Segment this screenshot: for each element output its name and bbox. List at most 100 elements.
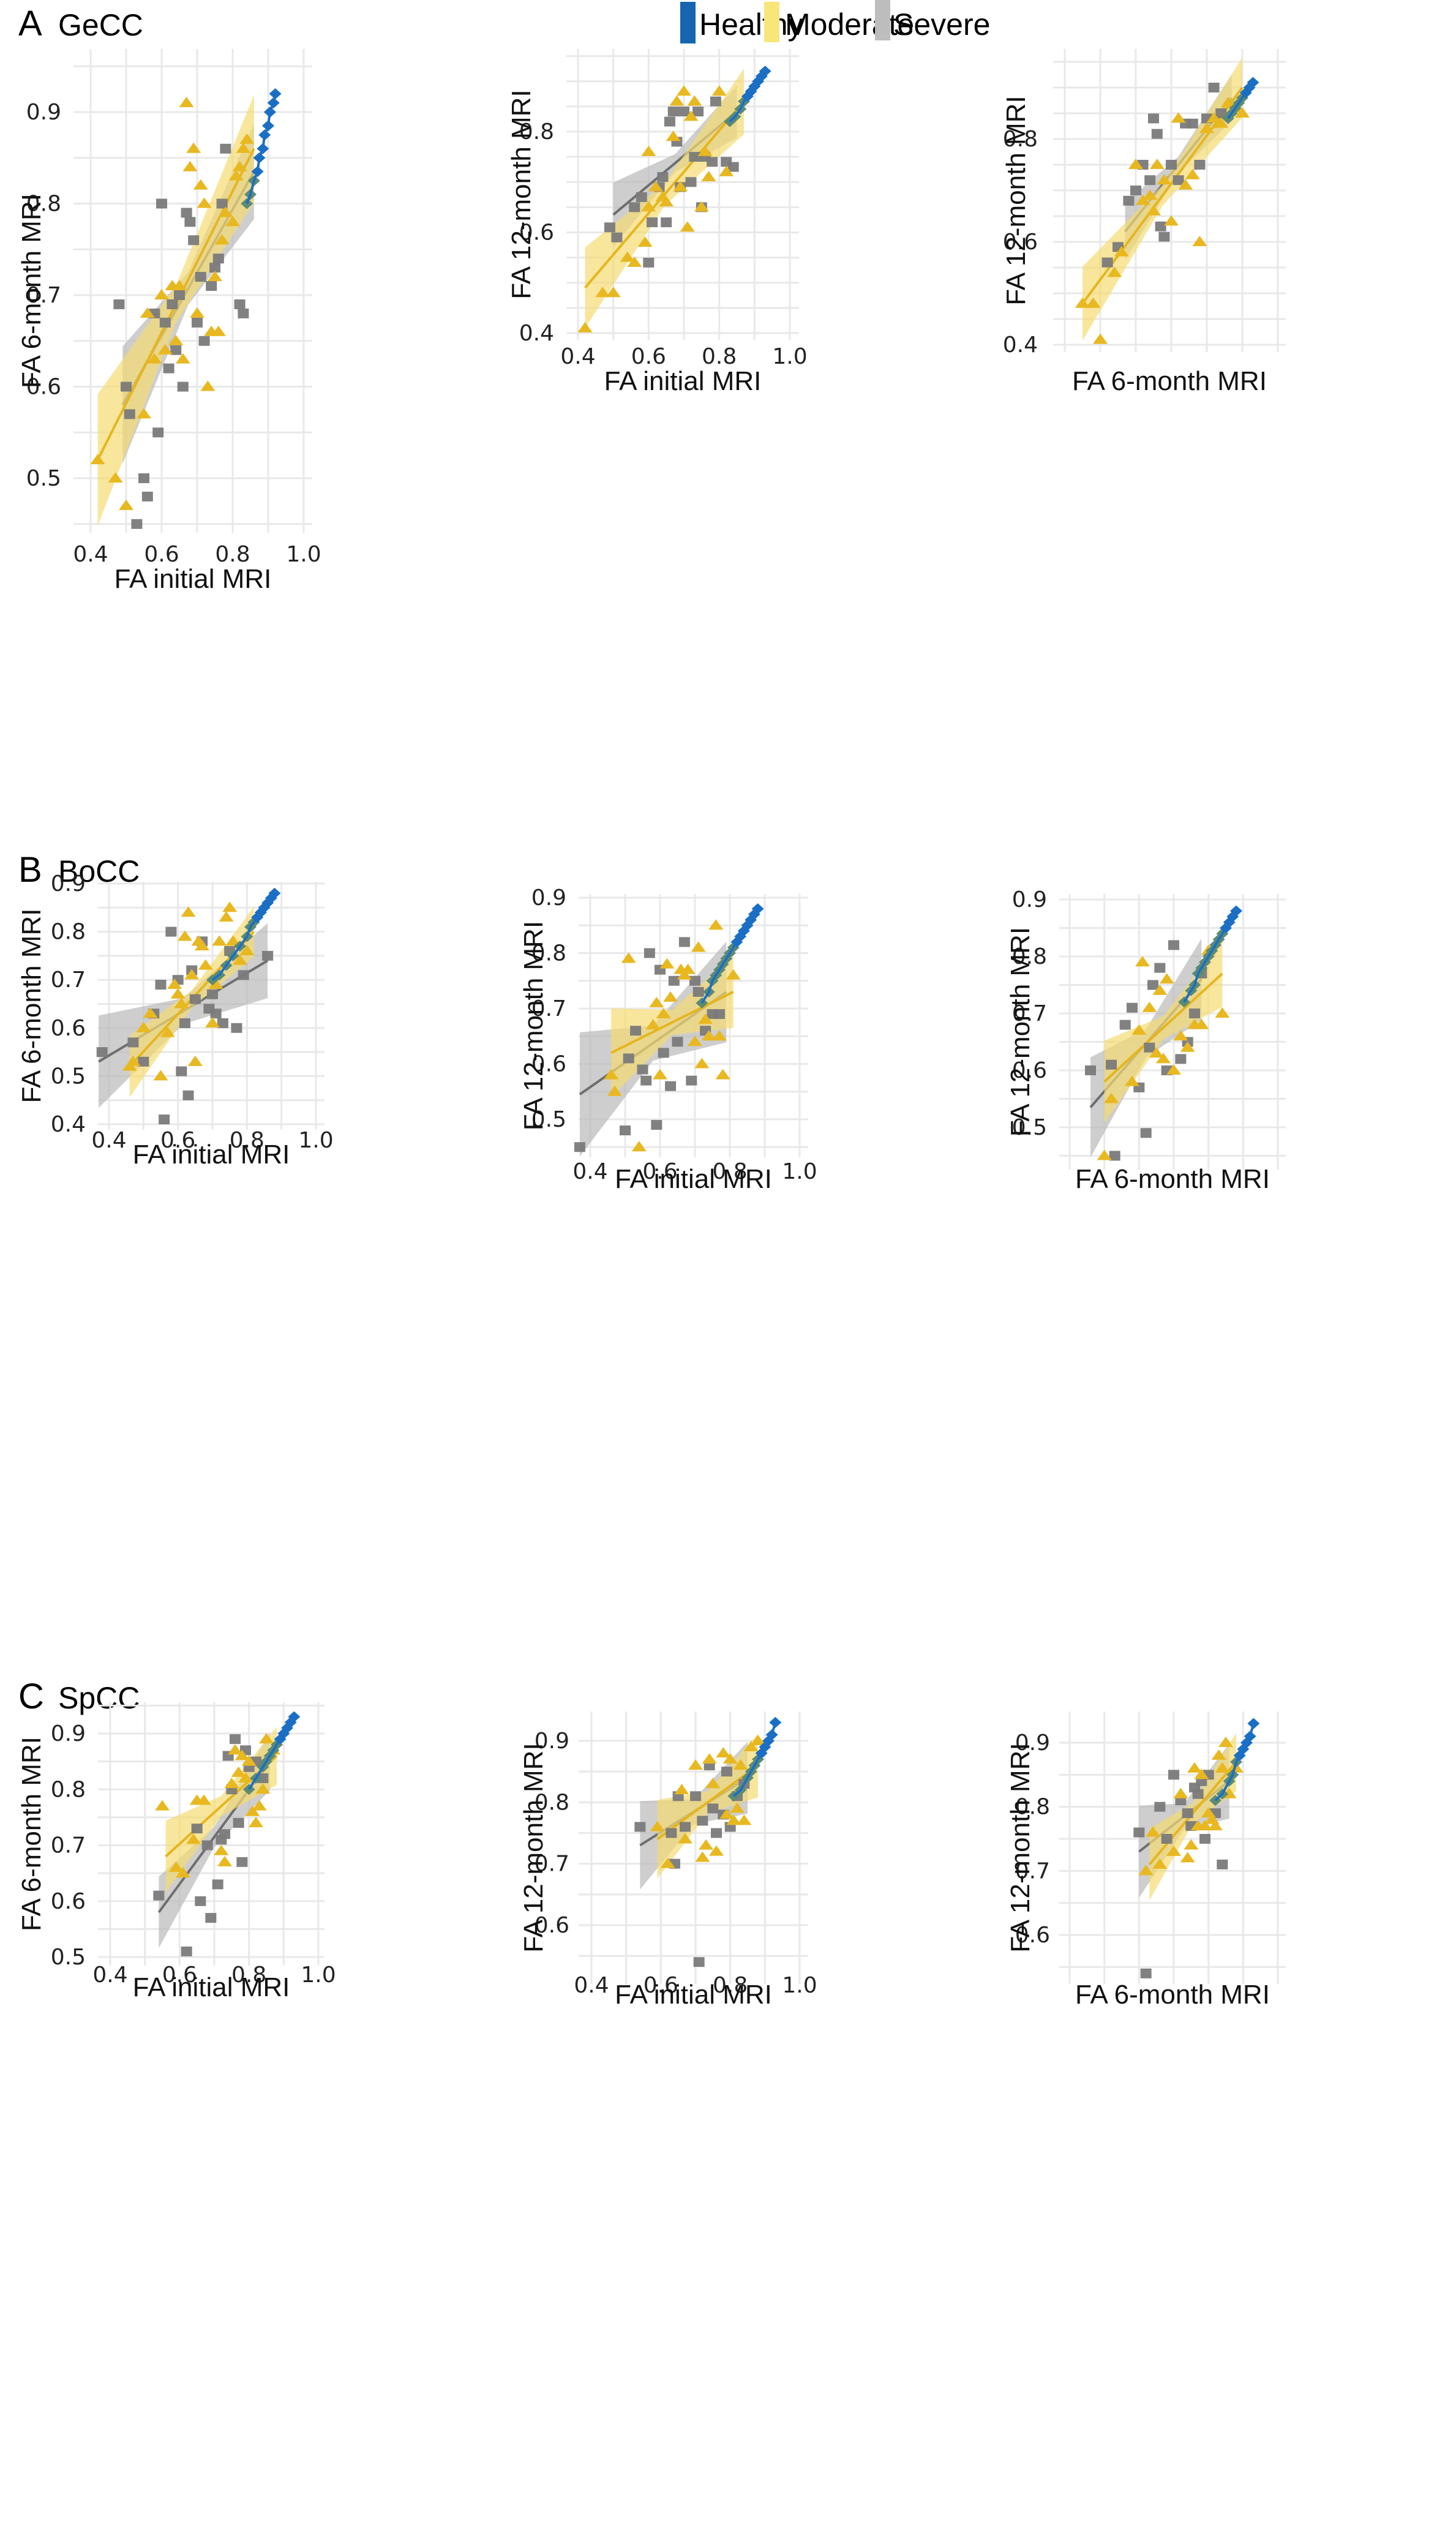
series-moderate [1138,1737,1244,1876]
point-moderate [730,1802,745,1813]
point-severe [630,1026,642,1036]
point-moderate [249,1817,263,1827]
row-region-a: GeCC [58,8,143,42]
y-tick-label: 0.9 [531,885,566,911]
point-moderate [1152,1858,1168,1869]
point-severe [678,107,689,117]
x-tick-label: 0.4 [73,542,108,567]
x-tick-label: 0.8 [702,344,737,369]
x-tick-label: 0.4 [92,1963,127,1988]
y-tick-label: 0.9 [51,1721,86,1746]
point-moderate [1075,297,1090,308]
point-moderate [1215,1007,1230,1018]
point-moderate [154,289,169,299]
point-severe [238,308,249,318]
point-severe [1148,113,1159,124]
point-moderate [211,325,226,336]
y-tick-label: 0.8 [51,1777,86,1802]
series-moderate [650,1735,765,1868]
y-tick-label: 0.8 [531,941,566,966]
point-severe [1144,175,1156,186]
y-axis-label: FA 6-month MRI [17,1737,47,1931]
point-severe [636,192,647,202]
point-severe [707,157,718,167]
point-severe [690,1791,701,1801]
point-moderate [1128,159,1143,169]
point-moderate [1107,266,1122,277]
series-moderate [90,97,255,510]
point-moderate [669,95,685,106]
point-severe [1154,963,1166,973]
point-moderate [680,221,695,232]
point-severe [220,143,231,154]
series-moderate [577,85,734,332]
point-moderate [217,1855,232,1866]
point-severe [159,1114,170,1125]
point-moderate [186,142,201,153]
point-severe [685,177,697,187]
point-moderate [239,945,255,956]
point-moderate [680,963,696,974]
point-severe [189,994,201,1004]
grid [579,1711,808,1984]
point-moderate [702,1753,717,1764]
point-severe [1189,1009,1200,1018]
y-tick-label: 0.8 [51,920,86,945]
series-healthy [242,1711,301,1795]
point-moderate [259,1733,274,1744]
y-tick-label: 0.9 [51,871,86,896]
y-tick-label: 0.8 [1015,1795,1050,1820]
point-severe [198,336,210,346]
point-moderate [715,1069,730,1080]
point-severe [661,217,672,228]
point-severe [721,1767,732,1777]
x-tick-label: 1.0 [772,344,807,369]
x-tick-label: 0.6 [642,1159,677,1184]
point-moderate [719,1808,734,1819]
x-axis-label: FA initial MRI [133,1140,290,1170]
point-severe [651,1120,662,1130]
series-healthy [206,887,281,986]
y-tick-label: 0.8 [519,119,554,145]
series-severe [113,143,249,529]
point-moderate [683,110,699,121]
point-severe [131,519,143,529]
point-severe [680,1822,691,1832]
point-moderate [1149,159,1165,169]
point-moderate [212,935,227,946]
point-severe [1133,1827,1145,1838]
point-moderate [691,941,706,952]
point-severe [1127,1002,1138,1013]
point-severe [236,1857,248,1867]
point-moderate [245,1805,260,1816]
point-moderate [233,954,248,965]
point-severe [1123,195,1135,206]
series-severe [1101,83,1227,268]
y-tick-label: 0.8 [1012,944,1047,969]
point-severe [1199,1834,1210,1844]
point-moderate [225,935,241,946]
point-moderate [186,1833,201,1844]
point-severe [647,217,658,228]
y-tick-label: 0.4 [1003,332,1038,358]
point-severe [667,107,679,117]
point-moderate [119,499,133,510]
point-moderate [673,181,688,192]
point-moderate [607,1085,622,1096]
fit-line-moderate [1081,86,1244,304]
point-moderate [663,991,678,1002]
point-severe [205,1913,217,1923]
y-axis-label: FA 12-month MRI [1001,96,1031,305]
x-axis-label: FA initial MRI [615,1980,772,2010]
y-tick-label: 0.7 [51,967,86,993]
point-moderate [1180,1852,1195,1863]
y-tick-label: 0.6 [1003,230,1038,255]
row-tag-b: B [18,850,42,890]
panel-c3: 0.6 0.7 0.8 0.9 FA 6-month MRI FA 12-month MR… [1005,1711,1286,2010]
point-severe [124,409,135,419]
point-moderate [167,979,182,990]
panel-b2: 0.5 0.6 0.7 0.8 0.9 0.4 0.6 0.8 1.0 FA initial MR… [519,885,817,1194]
point-severe [201,1840,213,1850]
point-moderate [108,472,123,483]
y-tick-label: 0.7 [535,1852,569,1877]
